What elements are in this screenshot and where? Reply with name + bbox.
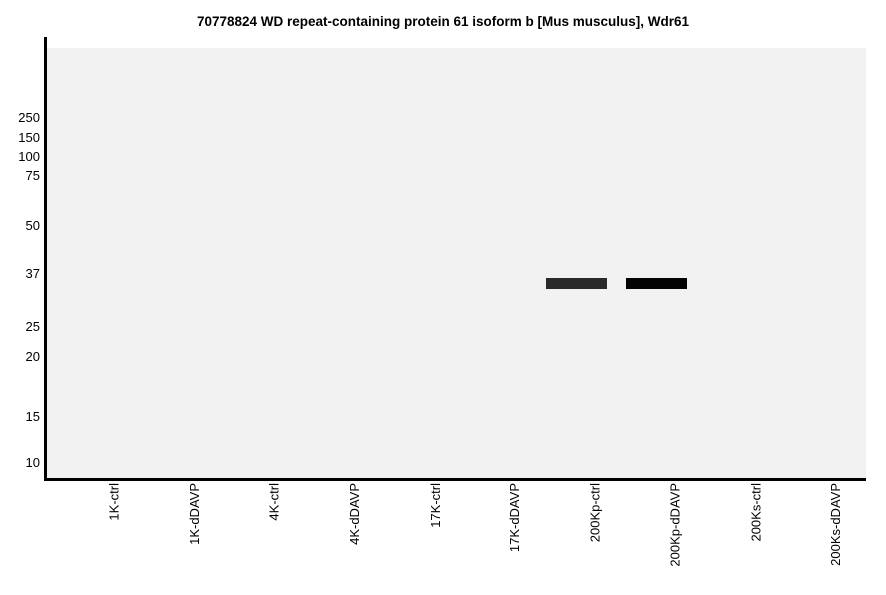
- lane-label: 200Ks-ctrl: [748, 483, 764, 542]
- mw-marker-label: 250: [18, 110, 40, 126]
- y-axis-line: [44, 37, 47, 481]
- lane-label: 17K-ctrl: [427, 483, 443, 528]
- mw-marker-label: 75: [25, 168, 40, 184]
- figure-title: 70778824 WD repeat-containing protein 61…: [196, 14, 690, 29]
- x-axis-line: [44, 478, 866, 481]
- lane-label: 1K-dDAVP: [186, 483, 202, 545]
- protein-band: [546, 278, 608, 290]
- lane-label: 200Kp-dDAVP: [667, 483, 683, 567]
- lane-label: 200Kp-ctrl: [587, 483, 603, 543]
- mw-marker-label: 10: [25, 454, 40, 470]
- lane-label: 17K-dDAVP: [507, 483, 523, 553]
- mw-marker-label: 37: [25, 266, 40, 282]
- plot-area: [47, 48, 866, 478]
- lane-label: 4K-ctrl: [266, 483, 282, 521]
- lane-label: 4K-dDAVP: [347, 483, 363, 545]
- lane-label: 1K-ctrl: [106, 483, 122, 521]
- mw-marker-label: 50: [25, 218, 40, 234]
- lane-label: 200Ks-dDAVP: [828, 483, 844, 566]
- mw-marker-label: 15: [25, 408, 40, 424]
- mw-marker-label: 20: [25, 349, 40, 365]
- mw-marker-label: 25: [25, 319, 40, 335]
- mw-marker-label: 100: [18, 148, 40, 164]
- mw-marker-label: 150: [18, 129, 40, 145]
- protein-band: [626, 278, 688, 290]
